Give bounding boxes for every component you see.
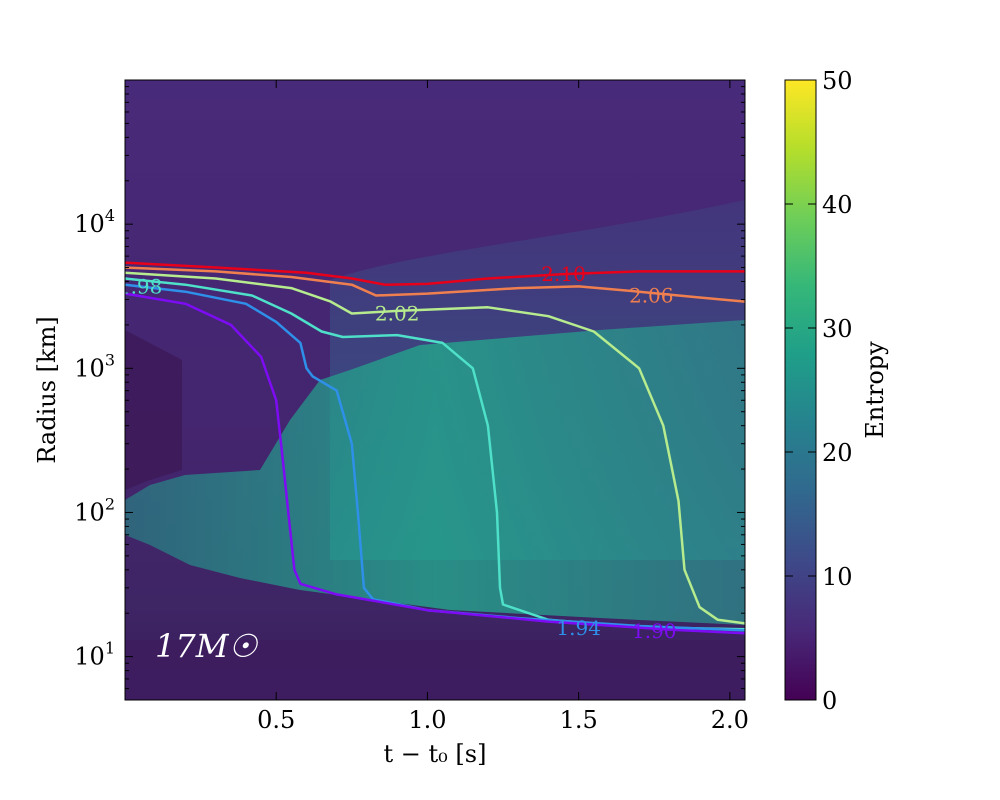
contour-line-2-02 bbox=[125, 271, 745, 625]
contour-line-1-98 bbox=[125, 277, 745, 631]
contour-line-2-10 bbox=[125, 261, 745, 286]
y-tick-label: 102 bbox=[74, 494, 115, 526]
colorbar-tick-label: 20 bbox=[822, 439, 853, 467]
y-tick-label: 103 bbox=[74, 350, 115, 382]
colorbar-tick-label: 40 bbox=[822, 191, 853, 219]
x-tick-label: 0.5 bbox=[257, 706, 295, 734]
x-tick-label: 2.0 bbox=[711, 706, 749, 734]
colorbar-tick-label: 0 bbox=[822, 687, 837, 715]
x-tick-label: 1.5 bbox=[560, 706, 598, 734]
heatmap-core-region bbox=[125, 640, 745, 700]
contour-label-2-10: 2.10 bbox=[541, 262, 586, 286]
contour-label-1-94: 1.94 bbox=[556, 616, 601, 640]
contour-line-1-90 bbox=[125, 292, 745, 635]
contour-label-2-06: 2.06 bbox=[629, 283, 674, 307]
contour-label-2-02: 2.02 bbox=[375, 301, 420, 325]
y-tick-label: 101 bbox=[74, 639, 115, 671]
y-tick-label: 104 bbox=[74, 206, 115, 238]
colorbar-tick-label: 50 bbox=[822, 67, 853, 95]
colorbar-title: Entropy bbox=[861, 341, 889, 439]
colorbar-tick-label: 10 bbox=[822, 563, 853, 591]
y-axis-title: Radius [km] bbox=[33, 316, 61, 463]
colorbar bbox=[784, 79, 817, 701]
contour-line-2-06 bbox=[125, 266, 745, 303]
x-axis-title: t − t₀ [s] bbox=[384, 740, 487, 768]
contour-label-1-90: 1.90 bbox=[632, 619, 677, 643]
colorbar-tick-label: 30 bbox=[822, 315, 853, 343]
heatmap-shocked-region bbox=[125, 320, 745, 625]
x-tick-label: 1.0 bbox=[408, 706, 446, 734]
plot-area: 2.10 2.06 2.02 1.98 1.94 1.90 bbox=[118, 80, 745, 700]
contour-label-1-98: 1.98 bbox=[118, 274, 163, 298]
plot-frame bbox=[124, 79, 746, 701]
mass-annotation: 17M☉ bbox=[155, 627, 258, 665]
heatmap-inner-dark-region bbox=[125, 330, 182, 490]
